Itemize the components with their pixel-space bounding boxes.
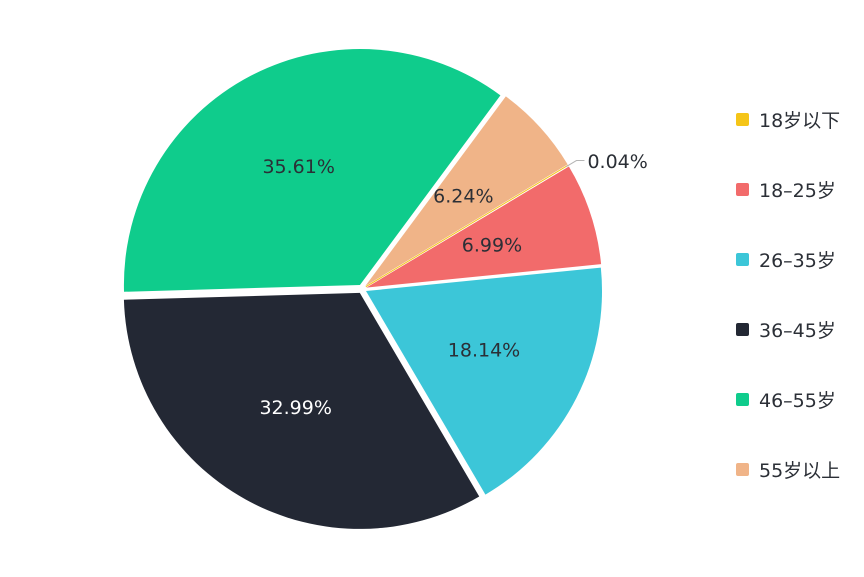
legend: 18岁以下 18–25岁 26–35岁 36–45岁 46–55岁 55岁以上: [736, 96, 864, 516]
legend-label: 36–45岁: [759, 319, 836, 342]
legend-label: 46–55岁: [759, 389, 836, 412]
legend-swatch: [736, 392, 749, 406]
pie-slice-over-55[interactable]: [365, 96, 568, 286]
pie-slice-46-55[interactable]: [123, 49, 501, 292]
legend-item-36-45[interactable]: 36–45岁: [736, 306, 864, 352]
legend-item-over-55[interactable]: 55岁以上: [736, 446, 864, 492]
leader-line: [565, 160, 585, 168]
legend-item-46-55[interactable]: 46–55岁: [736, 376, 864, 422]
pie-slice-36-45[interactable]: [123, 292, 480, 529]
slice-label-under-18: 0.04%: [587, 151, 647, 173]
slice-label-26-35: 18.14%: [448, 340, 520, 362]
pie-slice-18-25[interactable]: [366, 166, 602, 288]
pie-slice-under-18[interactable]: [365, 164, 569, 288]
slice-label-18-25: 6.99%: [462, 235, 522, 257]
legend-swatch: [736, 252, 749, 266]
legend-label: 26–35岁: [759, 249, 836, 272]
legend-label: 18–25岁: [759, 179, 836, 202]
legend-swatch: [736, 112, 749, 126]
legend-item-26-35[interactable]: 26–35岁: [736, 236, 864, 282]
pie-slice-26-35[interactable]: [366, 267, 603, 495]
legend-item-under-18[interactable]: 18岁以下: [736, 96, 864, 142]
legend-item-18-25[interactable]: 18–25岁: [736, 166, 864, 212]
slice-label-over-55: 6.24%: [433, 186, 493, 208]
slice-label-46-55: 35.61%: [262, 156, 334, 178]
legend-swatch: [736, 322, 749, 336]
legend-swatch: [736, 182, 749, 196]
legend-label: 55岁以上: [759, 459, 841, 482]
legend-label: 18岁以下: [759, 109, 841, 132]
slice-label-36-45: 32.99%: [259, 397, 331, 419]
legend-swatch: [736, 462, 749, 476]
